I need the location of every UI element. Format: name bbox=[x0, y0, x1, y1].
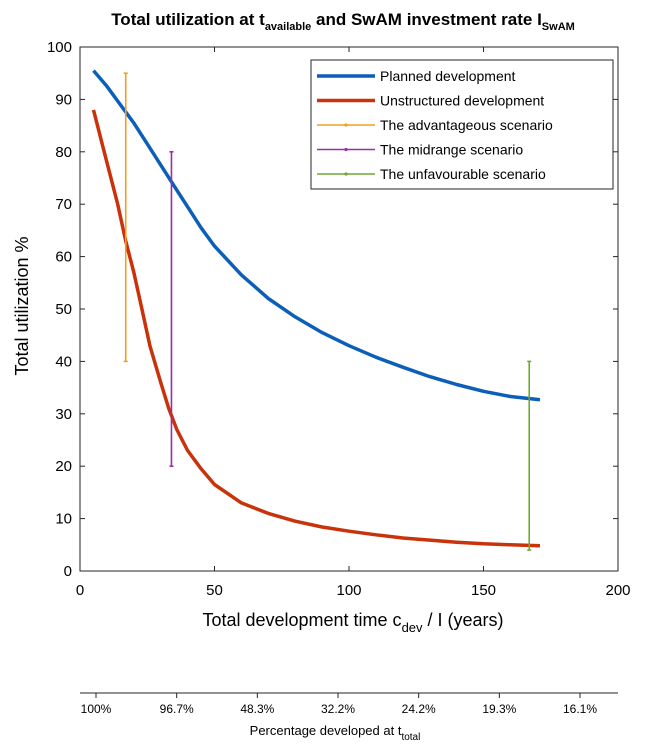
x-axis-label-sub1: dev bbox=[402, 620, 423, 635]
secondary-axis-label: Percentage developed at ttotal bbox=[250, 723, 421, 743]
secondary-tick-label: 32.2% bbox=[321, 702, 355, 716]
x-axis: 0 50 100 150 200 bbox=[76, 47, 631, 599]
secondary-tick-label: 48.3% bbox=[240, 702, 274, 716]
chart-title-sub1: available bbox=[265, 21, 311, 33]
secondary-tick-label: 24.2% bbox=[402, 702, 436, 716]
y-tick-label: 70 bbox=[55, 196, 72, 213]
chart-title-part1: Total utilization at t bbox=[111, 10, 265, 29]
x-tick-label: 200 bbox=[605, 582, 630, 599]
y-tick-label: 50 bbox=[55, 301, 72, 318]
legend-label: The midrange scenario bbox=[380, 142, 523, 158]
y-axis: 0 10 20 30 40 50 60 70 80 90 100 bbox=[47, 39, 618, 580]
series-layer bbox=[91, 69, 541, 551]
x-tick-label: 150 bbox=[471, 582, 496, 599]
x-tick-label: 100 bbox=[336, 582, 361, 599]
y-tick-label: 60 bbox=[55, 249, 72, 266]
x-tick-label: 50 bbox=[206, 582, 223, 599]
legend-label: Unstructured development bbox=[380, 93, 544, 109]
legend-label: Planned development bbox=[380, 68, 516, 84]
y-tick-label: 10 bbox=[55, 511, 72, 528]
legend-marker bbox=[344, 123, 348, 127]
x-tick-label: 0 bbox=[76, 582, 84, 599]
legend: Planned development Unstructured developm… bbox=[310, 59, 614, 190]
secondary-tick-label: 16.1% bbox=[563, 702, 597, 716]
secondary-axis-label-part1: Percentage developed at t bbox=[250, 723, 402, 738]
x-axis-label-part1: Total development time c bbox=[202, 610, 401, 630]
y-tick-label: 20 bbox=[55, 458, 72, 475]
x-axis-label: Total development time cdev / I (years) bbox=[202, 610, 503, 635]
secondary-tick-label: 19.3% bbox=[482, 702, 516, 716]
y-axis-label: Total utilization % bbox=[12, 236, 32, 375]
secondary-tick-label: 100% bbox=[81, 702, 112, 716]
legend-marker bbox=[344, 147, 348, 152]
chart-title-sub2: SwAM bbox=[542, 21, 575, 33]
secondary-tick-label: 96.7% bbox=[160, 702, 194, 716]
secondary-axis: 100% 96.7% 48.3% 32.2% 24.2% 19.3% 16.1% Perce… bbox=[80, 692, 618, 743]
legend-label: The unfavourable scenario bbox=[380, 166, 546, 182]
legend-label: The advantageous scenario bbox=[380, 117, 553, 133]
series-line bbox=[92, 69, 541, 402]
chart-title: Total utilization at tavailable and SwAM… bbox=[111, 10, 575, 33]
y-tick-label: 40 bbox=[55, 353, 72, 370]
y-tick-label: 0 bbox=[64, 563, 72, 580]
y-tick-label: 80 bbox=[55, 144, 72, 161]
series-line bbox=[91, 109, 541, 548]
y-tick-label: 30 bbox=[55, 406, 72, 423]
x-axis-label-part2: / I (years) bbox=[423, 610, 504, 630]
legend-marker bbox=[344, 172, 348, 176]
secondary-axis-label-sub1: total bbox=[401, 732, 420, 743]
y-tick-label: 100 bbox=[47, 39, 72, 56]
y-tick-label: 90 bbox=[55, 91, 72, 108]
chart-title-part2: and SwAM investment rate I bbox=[311, 10, 542, 29]
